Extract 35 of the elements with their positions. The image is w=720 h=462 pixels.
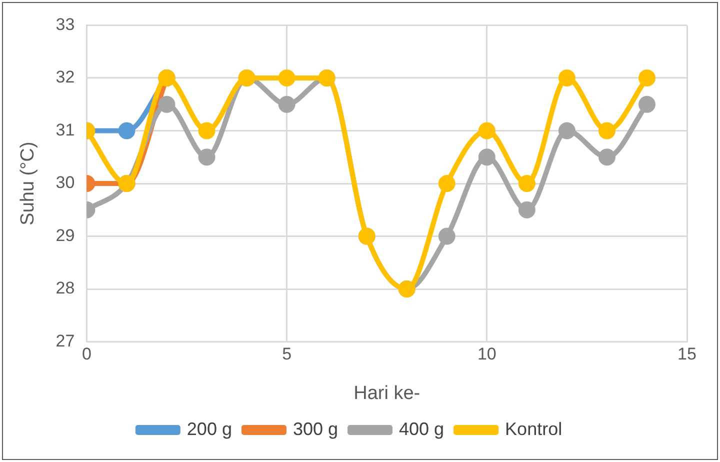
y-axis-title: Suhu (°C) (18, 142, 39, 226)
y-tick-label: 33 (56, 14, 75, 34)
point (558, 69, 576, 86)
point (278, 69, 296, 86)
x-tick-label: 10 (477, 344, 496, 364)
y-tick-label: 27 (56, 331, 75, 350)
point (118, 122, 136, 140)
point (478, 122, 496, 140)
point (438, 175, 456, 192)
point (638, 69, 656, 86)
y-tick-label: 30 (56, 173, 75, 192)
point (438, 228, 456, 245)
y-tick-label: 29 (56, 226, 75, 245)
y-tick-label: 32 (56, 68, 75, 87)
point (558, 122, 576, 140)
point (158, 96, 176, 113)
x-tick-label: 0 (82, 344, 92, 364)
legend-label: 300 g (292, 418, 338, 439)
x-tick-label: 15 (678, 344, 696, 364)
point (638, 96, 656, 113)
point (598, 148, 616, 166)
point (278, 96, 296, 113)
y-tick-label: 28 (56, 278, 75, 298)
point (198, 122, 216, 140)
legend-label: 400 g (399, 418, 444, 439)
point (518, 201, 536, 218)
x-axis-title: Hari ke- (354, 382, 420, 404)
legend-label: 200 g (186, 418, 232, 439)
x-tick-label: 5 (282, 344, 292, 364)
y-tick-label: 31 (56, 120, 75, 140)
point (518, 175, 536, 192)
point (198, 148, 216, 166)
point (598, 122, 616, 140)
legend-label: Kontrol (505, 418, 562, 439)
point (478, 148, 496, 166)
